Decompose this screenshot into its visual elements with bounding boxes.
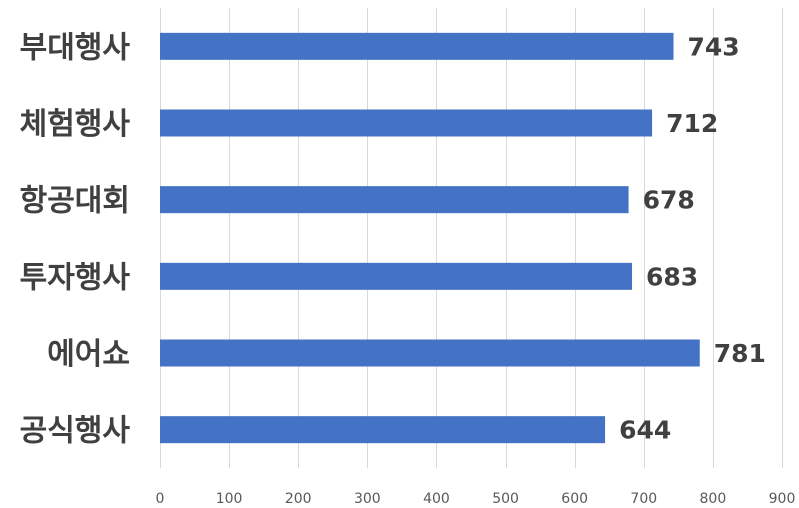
bars xyxy=(160,32,700,444)
data-label: 644 xyxy=(619,416,671,445)
x-tick-label: 300 xyxy=(354,491,381,507)
gridlines xyxy=(160,8,783,468)
category-label: 체험행사 xyxy=(20,107,131,142)
bar xyxy=(160,262,633,290)
bar xyxy=(160,32,674,60)
x-tick-label: 600 xyxy=(561,491,588,507)
x-tick-label: 100 xyxy=(216,491,243,507)
x-tick-label: 800 xyxy=(700,491,727,507)
x-tick-label: 900 xyxy=(769,491,796,507)
data-label: 743 xyxy=(687,32,739,61)
x-tick-label: 500 xyxy=(492,491,519,507)
data-labels: 743 712 678 683 781 644 xyxy=(619,32,766,444)
category-label: 공식행사 xyxy=(20,414,131,449)
category-label: 에어쇼 xyxy=(47,337,130,372)
data-label: 712 xyxy=(666,109,718,138)
bar xyxy=(160,339,700,367)
x-tick-label: 700 xyxy=(630,491,657,507)
x-tick-label: 200 xyxy=(285,491,312,507)
x-axis-tick-labels: 0 100 200 300 400 500 600 700 800 900 xyxy=(156,491,796,507)
data-label: 781 xyxy=(714,339,766,368)
x-tick-label: 400 xyxy=(423,491,450,507)
bar xyxy=(160,416,606,444)
data-label: 683 xyxy=(646,262,698,291)
x-tick-label: 0 xyxy=(156,491,165,507)
category-label: 항공대회 xyxy=(20,184,130,219)
bar xyxy=(160,186,629,214)
bar xyxy=(160,109,653,137)
category-label: 부대행사 xyxy=(20,30,131,65)
category-label: 투자행사 xyxy=(20,260,131,295)
data-label: 678 xyxy=(643,186,695,215)
